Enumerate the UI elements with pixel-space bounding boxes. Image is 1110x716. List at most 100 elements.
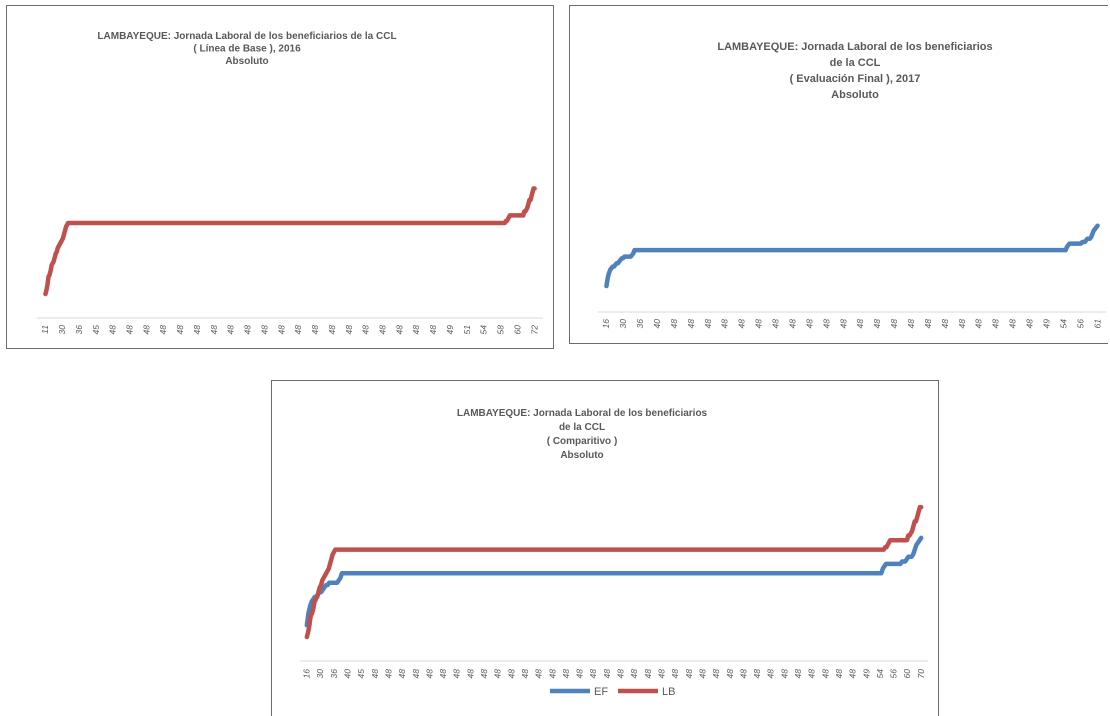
x-tick-label: 48 — [192, 325, 202, 335]
x-tick-label: 48 — [629, 669, 639, 679]
x-tick-label: 48 — [711, 669, 721, 679]
chart-title-line: Absoluto — [225, 56, 268, 67]
x-tick-label: 48 — [670, 669, 680, 679]
chart-title-line: Absoluto — [560, 450, 603, 461]
x-tick-label: 48 — [158, 325, 168, 335]
x-tick-label: 48 — [175, 325, 185, 335]
x-tick-label: 48 — [940, 319, 950, 329]
x-tick-label: 48 — [787, 319, 797, 329]
chart-comparativo: LAMBAYEQUE: Jornada Laboral de los benef… — [271, 380, 939, 716]
x-tick-label: 48 — [452, 669, 462, 679]
x-tick-label: 48 — [752, 669, 762, 679]
series-line-lb — [304, 504, 924, 640]
x-tick-label: 48 — [738, 669, 748, 679]
legend-label-ef: EF — [594, 686, 608, 698]
x-tick-label: 48 — [520, 669, 530, 679]
x-tick-label: 56 — [1075, 319, 1085, 329]
x-tick-label: 16 — [302, 669, 312, 679]
x-tick-label: 48 — [344, 325, 354, 335]
chart-linea-de-base-svg: LAMBAYEQUE: Jornada Laboral de los benef… — [37, 31, 543, 335]
x-tick-label: 48 — [124, 325, 134, 335]
x-tick-label: 48 — [1008, 319, 1018, 329]
x-tick-label: 48 — [657, 669, 667, 679]
x-tick-label: 48 — [957, 319, 967, 329]
x-tick-label: 40 — [343, 669, 353, 679]
x-tick-label: 48 — [602, 669, 612, 679]
x-tick-label: 16 — [601, 319, 611, 329]
x-tick-label: 48 — [561, 669, 571, 679]
x-tick-label: 48 — [108, 325, 118, 335]
x-tick-label: 48 — [411, 325, 421, 335]
x-tick-label: 48 — [588, 669, 598, 679]
chart-title: LAMBAYEQUE: Jornada Laboral de los benef… — [717, 41, 992, 101]
x-tick-label: 48 — [428, 325, 438, 335]
x-tick-label: 48 — [411, 669, 421, 679]
x-tick-label: 54 — [479, 325, 489, 335]
chart-linea-de-base: LAMBAYEQUE: Jornada Laboral de los benef… — [6, 5, 554, 349]
x-tick-label: 70 — [916, 669, 926, 679]
x-tick-label: 48 — [697, 669, 707, 679]
x-tick-label: 48 — [394, 325, 404, 335]
x-tick-label: 48 — [226, 325, 236, 335]
chart-title-line: LAMBAYEQUE: Jornada Laboral de los benef… — [97, 31, 396, 42]
x-tick-label: 36 — [635, 319, 645, 329]
legend-label-lb: LB — [662, 686, 675, 698]
x-tick-label: 48 — [923, 319, 933, 329]
x-tick-label: 48 — [438, 669, 448, 679]
x-tick-label: 48 — [575, 669, 585, 679]
chart-evaluacion-final-svg: LAMBAYEQUE: Jornada Laboral de los benef… — [598, 41, 1106, 329]
series-line-ef — [604, 223, 1100, 289]
x-tick-label: 36 — [74, 325, 84, 335]
chart-comparativo-svg: LAMBAYEQUE: Jornada Laboral de los benef… — [300, 408, 928, 698]
x-tick-label: 48 — [424, 669, 434, 679]
chart-title-line: LAMBAYEQUE: Jornada Laboral de los benef… — [457, 408, 708, 419]
x-tick-label: 54 — [875, 669, 885, 679]
x-tick-label: 58 — [496, 325, 506, 335]
chart-title-line: ( Evaluación Final ), 2017 — [790, 73, 921, 85]
x-tick-label: 49 — [445, 325, 455, 335]
x-tick-label: 48 — [684, 669, 694, 679]
x-tick-label: 30 — [618, 319, 628, 329]
x-tick-label: 48 — [807, 669, 817, 679]
x-tick-label: 48 — [872, 319, 882, 329]
chart-title-line: de la CCL — [559, 422, 605, 433]
x-tick-label: 30 — [315, 669, 325, 679]
x-tick-label: 30 — [57, 325, 67, 335]
x-tick-label: 48 — [276, 325, 286, 335]
x-tick-label: 48 — [493, 669, 503, 679]
x-tick-label: 48 — [766, 669, 776, 679]
x-tick-label: 48 — [855, 319, 865, 329]
x-tick-label: 60 — [902, 669, 912, 679]
chart-evaluacion-final: LAMBAYEQUE: Jornada Laboral de los benef… — [569, 5, 1108, 344]
x-tick-label: 48 — [889, 319, 899, 329]
x-tick-label: 48 — [974, 319, 984, 329]
x-tick-label: 48 — [479, 669, 489, 679]
x-tick-label: 48 — [991, 319, 1001, 329]
x-tick-label: 48 — [669, 319, 679, 329]
x-tick-label: 54 — [1058, 319, 1068, 329]
x-tick-label: 61 — [1092, 319, 1102, 329]
x-tick-label: 40 — [652, 319, 662, 329]
x-tick-label: 48 — [754, 319, 764, 329]
x-tick-label: 48 — [377, 325, 387, 335]
x-tick-label: 48 — [506, 669, 516, 679]
x-tick-label: 72 — [529, 325, 539, 335]
x-tick-label: 48 — [848, 669, 858, 679]
x-tick-label: 48 — [616, 669, 626, 679]
x-tick-label: 48 — [327, 325, 337, 335]
x-tick-label: 56 — [889, 669, 899, 679]
chart-title-line: ( Comparitivo ) — [547, 436, 618, 447]
x-tick-label: 48 — [243, 325, 253, 335]
x-tick-label: 48 — [725, 669, 735, 679]
x-tick-label: 48 — [793, 669, 803, 679]
x-tick-label: 48 — [771, 319, 781, 329]
x-tick-label: 36 — [329, 669, 339, 679]
x-tick-label: 48 — [1025, 319, 1035, 329]
x-tick-label: 48 — [779, 669, 789, 679]
x-tick-label: 48 — [534, 669, 544, 679]
series-line-lb — [43, 186, 537, 297]
x-tick-label: 49 — [1041, 319, 1051, 329]
x-tick-label: 48 — [141, 325, 151, 335]
x-tick-label: 48 — [703, 319, 713, 329]
x-tick-label: 45 — [356, 669, 366, 679]
